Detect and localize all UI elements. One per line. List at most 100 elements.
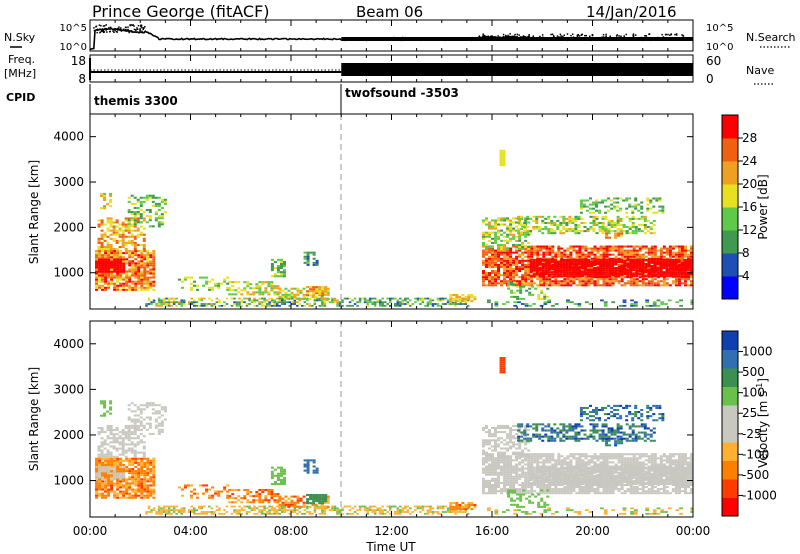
power-cell [537, 295, 541, 298]
power-cell [524, 272, 528, 275]
power-cell [652, 197, 656, 200]
velocity-cell [196, 496, 200, 499]
power-cell [601, 230, 605, 233]
power-cell [524, 249, 528, 252]
power-cell [100, 229, 104, 232]
power-cell [646, 203, 650, 206]
power-cell [524, 247, 528, 250]
velocity-cell [258, 509, 261, 512]
velocity-cell [285, 505, 289, 508]
velocity-cell [148, 422, 152, 425]
power-cell [145, 209, 149, 212]
power-cell [538, 226, 542, 229]
power-cell [618, 304, 623, 307]
velocity-cell [193, 488, 197, 491]
power-cell [532, 228, 536, 231]
power-cell [301, 304, 304, 307]
power-cell [139, 243, 143, 246]
power-cell [602, 273, 606, 276]
power-cell [677, 257, 681, 260]
power-cell [633, 304, 638, 307]
velocity-cell [103, 406, 107, 409]
velocity-cell [152, 488, 156, 491]
power-cell [647, 253, 651, 256]
power-cell [464, 296, 468, 299]
velocity-cell [315, 496, 319, 499]
noise-point [509, 33, 511, 35]
power-cell [303, 261, 307, 264]
power-cell [487, 265, 491, 268]
velocity-cell [124, 437, 128, 440]
velocity-cell [139, 433, 143, 436]
power-cell [544, 271, 548, 274]
power-cell [638, 247, 642, 250]
power-cell [497, 270, 501, 273]
velocity-cell [258, 511, 261, 513]
power-cell [539, 272, 543, 275]
power-cell [689, 262, 693, 266]
velocity-cell [152, 474, 156, 477]
power-cell [103, 199, 107, 202]
power-cell [562, 232, 566, 235]
power-cell [524, 227, 528, 230]
velocity-cell [121, 441, 125, 444]
velocity-cell [101, 488, 105, 491]
power-cell [638, 265, 642, 268]
velocity-cell [136, 443, 140, 446]
power-cell [506, 219, 510, 222]
velocity-cell [246, 501, 250, 504]
noise-point [584, 34, 586, 37]
velocity-cell [119, 461, 123, 464]
velocity-cell [225, 505, 229, 508]
velocity-cell [290, 503, 294, 506]
power-cell [650, 275, 654, 278]
power-cell [497, 249, 501, 252]
power-cell [683, 253, 687, 256]
noise-point [652, 37, 655, 40]
power-cell [608, 278, 612, 281]
velocity-cell [316, 507, 319, 510]
velocity-cell [202, 484, 206, 487]
power-cell [155, 303, 158, 305]
power-cell [234, 281, 238, 284]
power-cell [632, 249, 636, 252]
power-cell [577, 258, 581, 261]
power-cell [128, 264, 132, 267]
power-cell [261, 291, 265, 294]
cpid-label: CPID [6, 91, 35, 104]
velocity-cell [119, 496, 123, 499]
power-cell [551, 251, 555, 254]
velocity-cell [122, 490, 126, 493]
velocity-cell [313, 511, 317, 513]
power-cell [121, 221, 125, 224]
power-cell [500, 259, 504, 262]
noise-point [128, 31, 130, 34]
power-cell [559, 232, 563, 235]
power-cell [634, 199, 638, 202]
velocity-cell [198, 507, 201, 510]
power-cell [167, 304, 171, 307]
power-cell [487, 255, 491, 258]
velocity-cell [189, 490, 194, 493]
power-cell [95, 258, 99, 261]
power-cell [613, 205, 617, 208]
power-cell [620, 276, 624, 279]
power-cell [581, 253, 585, 256]
noise-point [109, 26, 112, 29]
power-cell [142, 211, 146, 214]
power-cell [584, 301, 589, 304]
velocity-cell [115, 426, 119, 430]
power-cell [157, 303, 161, 305]
power-cell [589, 260, 594, 263]
power-cell [119, 278, 123, 281]
power-cell [543, 303, 548, 305]
power-cell [127, 229, 131, 232]
power-cell [614, 249, 618, 252]
power-cell [644, 284, 648, 287]
velocity-cell [302, 503, 306, 506]
velocity-cell [312, 493, 316, 497]
power-cell [674, 275, 678, 278]
power-cell [487, 257, 491, 260]
power-cell [97, 237, 101, 240]
power-cell [137, 272, 141, 275]
